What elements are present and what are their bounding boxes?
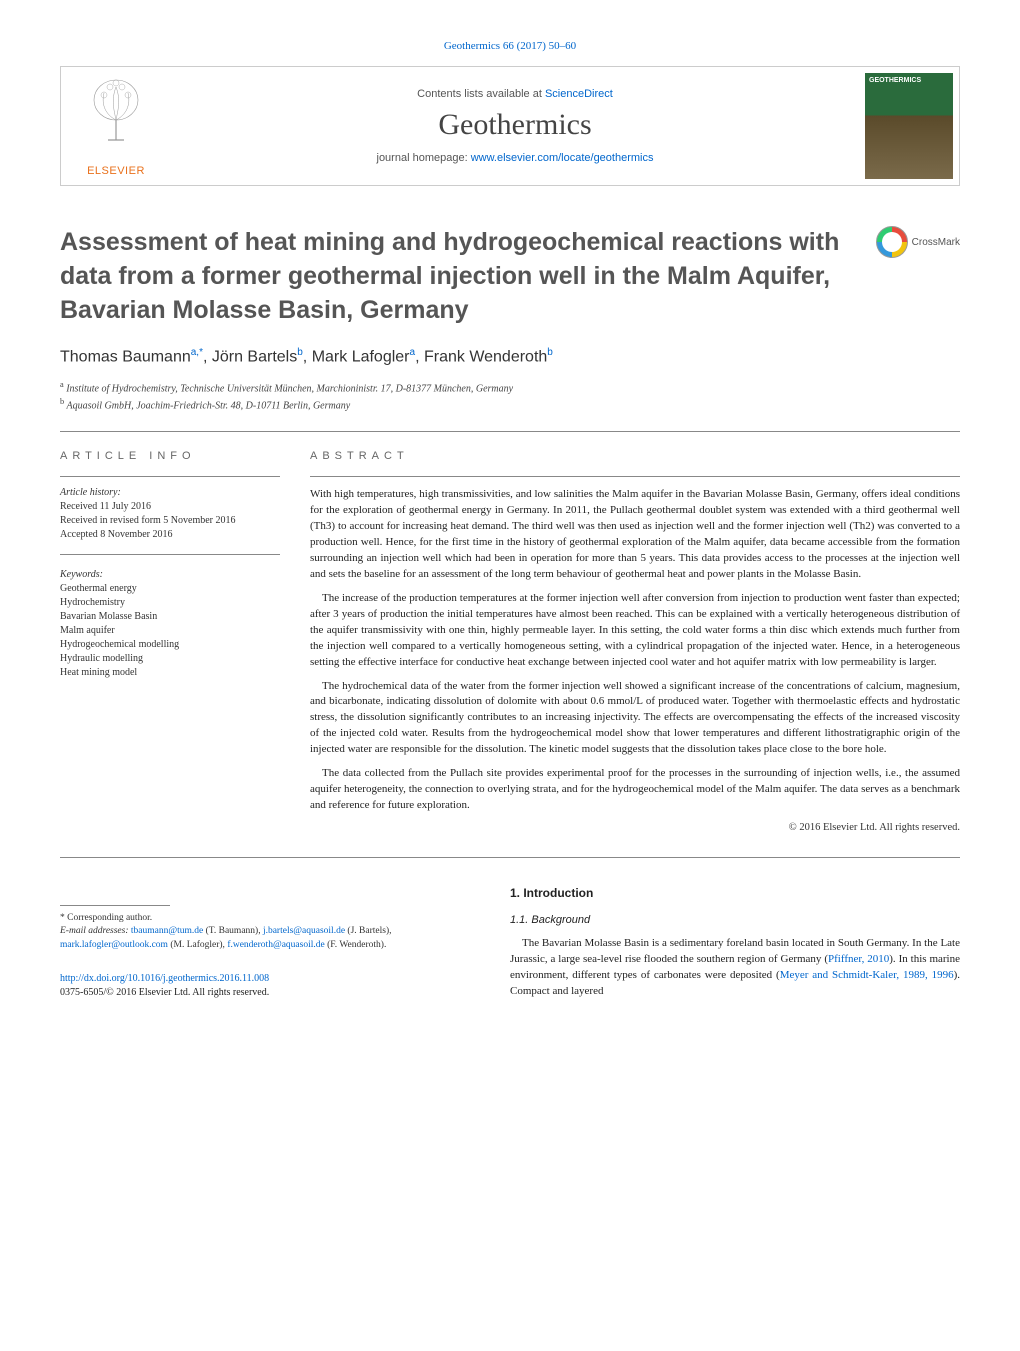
- abstract-para: The increase of the production temperatu…: [310, 591, 960, 671]
- email-name: (F. Wenderoth).: [325, 940, 387, 950]
- homepage-line: journal homepage: www.elsevier.com/locat…: [377, 152, 654, 164]
- abstract-column: abstract With high temperatures, high tr…: [310, 450, 960, 833]
- footnote-divider: [60, 905, 170, 906]
- cover-thumbnail-box: [859, 67, 959, 185]
- email-link[interactable]: tbaumann@tum.de: [131, 926, 203, 936]
- article-info-divider: [60, 476, 280, 477]
- title-row: Assessment of heat mining and hydrogeoch…: [60, 226, 960, 327]
- journal-header: ELSEVIER Contents lists available at Sci…: [60, 66, 960, 186]
- abstract-para: The data collected from the Pullach site…: [310, 766, 960, 814]
- history-received: Received 11 July 2016: [60, 500, 280, 514]
- keyword: Hydrochemistry: [60, 596, 280, 610]
- article-title: Assessment of heat mining and hydrogeoch…: [60, 226, 876, 327]
- abstract-para: The hydrochemical data of the water from…: [310, 679, 960, 759]
- article-info-label: article info: [60, 450, 280, 462]
- keyword: Geothermal energy: [60, 582, 280, 596]
- email-name: (M. Lafogler),: [168, 940, 227, 950]
- homepage-prefix: journal homepage:: [377, 152, 471, 164]
- email-name: (J. Bartels),: [345, 926, 391, 936]
- divider-top: [60, 431, 960, 432]
- meta-columns: article info Article history: Received 1…: [60, 450, 960, 833]
- article-info-column: article info Article history: Received 1…: [60, 450, 280, 833]
- issn-copyright: 0375-6505/© 2016 Elsevier Ltd. All right…: [60, 987, 269, 998]
- corresponding-author: * Corresponding author.: [60, 912, 480, 925]
- keyword: Heat mining model: [60, 666, 280, 680]
- abstract-label: abstract: [310, 450, 960, 462]
- affiliation-b-text: Aquasoil GmbH, Joachim-Friedrich-Str. 48…: [67, 400, 351, 411]
- email-link[interactable]: j.bartels@aquasoil.de: [263, 926, 345, 936]
- body-left-column: * Corresponding author. E-mail addresses…: [60, 886, 480, 1000]
- crossmark-icon: [876, 226, 908, 258]
- header-center: Contents lists available at ScienceDirec…: [171, 67, 859, 185]
- history-revised: Received in revised form 5 November 2016: [60, 514, 280, 528]
- crossmark-label: CrossMark: [912, 237, 960, 248]
- keywords-divider: [60, 554, 280, 555]
- journal-name: Geothermics: [438, 108, 591, 142]
- author-list: Thomas Baumanna,*, Jörn Bartelsb, Mark L…: [60, 347, 960, 366]
- body-columns: * Corresponding author. E-mail addresses…: [60, 886, 960, 1000]
- citation-link[interactable]: Meyer and Schmidt-Kaler, 1989, 1996: [780, 969, 954, 981]
- body-right-column: 1. Introduction 1.1. Background The Bava…: [510, 886, 960, 1000]
- affiliation-b: b Aquasoil GmbH, Joachim-Friedrich-Str. …: [60, 396, 960, 413]
- affiliations: a Institute of Hydrochemistry, Technisch…: [60, 379, 960, 414]
- email-addresses: E-mail addresses: tbaumann@tum.de (T. Ba…: [60, 925, 480, 952]
- email-link[interactable]: f.wenderoth@aquasoil.de: [227, 940, 324, 950]
- journal-cover-thumbnail: [865, 73, 953, 179]
- page: Geothermics 66 (2017) 50–60 ELSEVIER Con…: [0, 0, 1020, 1050]
- affiliation-a: a Institute of Hydrochemistry, Technisch…: [60, 379, 960, 396]
- emails-label: E-mail addresses:: [60, 926, 131, 936]
- crossmark-badge[interactable]: CrossMark: [876, 226, 960, 258]
- elsevier-wordmark: ELSEVIER: [87, 165, 145, 177]
- abstract-para: With high temperatures, high transmissiv…: [310, 487, 960, 583]
- abstract-copyright: © 2016 Elsevier Ltd. All rights reserved…: [310, 822, 960, 833]
- contents-available-line: Contents lists available at ScienceDirec…: [417, 88, 613, 100]
- sciencedirect-link[interactable]: ScienceDirect: [545, 88, 613, 100]
- keywords-heading: Keywords:: [60, 569, 280, 580]
- citation-link[interactable]: Pfiffner, 2010: [828, 953, 889, 965]
- keyword: Hydraulic modelling: [60, 652, 280, 666]
- history-accepted: Accepted 8 November 2016: [60, 528, 280, 542]
- section-heading: 1. Introduction: [510, 886, 960, 900]
- doi-block: http://dx.doi.org/10.1016/j.geothermics.…: [60, 972, 480, 1000]
- keyword: Malm aquifer: [60, 624, 280, 638]
- publisher-block: ELSEVIER: [61, 67, 171, 185]
- elsevier-tree-icon: [86, 75, 146, 145]
- history-heading: Article history:: [60, 487, 280, 498]
- divider-bottom: [60, 857, 960, 858]
- homepage-link[interactable]: www.elsevier.com/locate/geothermics: [471, 152, 654, 164]
- affiliation-a-text: Institute of Hydrochemistry, Technische …: [66, 383, 513, 394]
- body-paragraph: The Bavarian Molasse Basin is a sediment…: [510, 936, 960, 1000]
- subsection-heading: 1.1. Background: [510, 914, 960, 926]
- email-name: (T. Baumann),: [203, 926, 263, 936]
- contents-prefix: Contents lists available at: [417, 88, 545, 100]
- email-link[interactable]: mark.lafogler@outlook.com: [60, 940, 168, 950]
- abstract-divider: [310, 476, 960, 477]
- journal-reference: Geothermics 66 (2017) 50–60: [60, 40, 960, 52]
- keyword: Hydrogeochemical modelling: [60, 638, 280, 652]
- doi-link[interactable]: http://dx.doi.org/10.1016/j.geothermics.…: [60, 973, 269, 984]
- keyword: Bavarian Molasse Basin: [60, 610, 280, 624]
